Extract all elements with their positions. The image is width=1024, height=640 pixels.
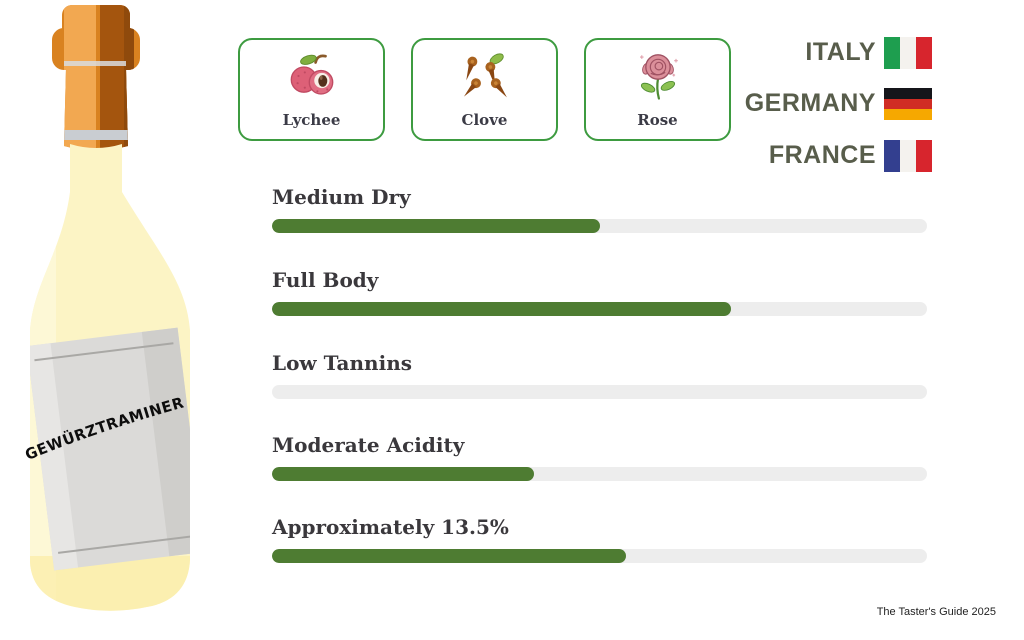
attribute-bar-track [272, 219, 927, 233]
attribute-bar-fill [272, 219, 600, 233]
italy-flag-icon [884, 36, 932, 69]
germany-flag-icon [884, 87, 932, 120]
attribute-bar-track [272, 467, 927, 481]
attribute-bar-fill [272, 467, 534, 481]
bottle-label [30, 327, 190, 571]
clove-icon [463, 53, 507, 98]
country-name: ITALY [805, 38, 876, 66]
attribute-row-alcohol: Approximately 13.5% [272, 516, 927, 563]
attribute-bar-track [272, 549, 927, 563]
attribute-bar-track [272, 302, 927, 316]
rose-icon [639, 54, 678, 100]
attribute-row-tannins: Low Tannins [272, 352, 927, 399]
wine-bottle-illustration: GEWÜRZTRAMINER [23, 5, 190, 611]
attribute-bar-track [272, 385, 927, 399]
attribute-row-acidity: Moderate Acidity [272, 434, 927, 481]
footer-credit: The Taster's Guide 2025 [876, 606, 996, 618]
country-name: FRANCE [768, 141, 876, 169]
flavor-card-clove: Clove [411, 38, 558, 141]
country-name: GERMANY [744, 89, 876, 117]
attribute-label: Moderate Acidity [272, 433, 465, 457]
attribute-label: Full Body [272, 268, 379, 292]
attribute-bar-fill [272, 549, 626, 563]
flavor-card-label: Clove [461, 111, 508, 129]
flavor-card-label: Lychee [282, 111, 341, 129]
bottle-foil-cap [52, 5, 140, 151]
flavor-card-label: Rose [637, 111, 678, 129]
attribute-row-sweetness: Medium Dry [272, 186, 927, 233]
country-row-france: FRANCE [700, 139, 932, 172]
country-row-italy: ITALY [700, 36, 932, 69]
flavor-card-lychee: Lychee [238, 38, 385, 141]
attribute-label: Medium Dry [272, 185, 411, 209]
attribute-label: Approximately 13.5% [272, 515, 509, 539]
attribute-label: Low Tannins [272, 351, 412, 375]
attribute-row-body: Full Body [272, 269, 927, 316]
country-row-germany: GERMANY [700, 87, 932, 120]
attribute-bar-fill [272, 302, 731, 316]
lychee-icon [290, 54, 333, 95]
france-flag-icon [884, 139, 932, 172]
flavor-card-rose: Rose [584, 38, 731, 141]
